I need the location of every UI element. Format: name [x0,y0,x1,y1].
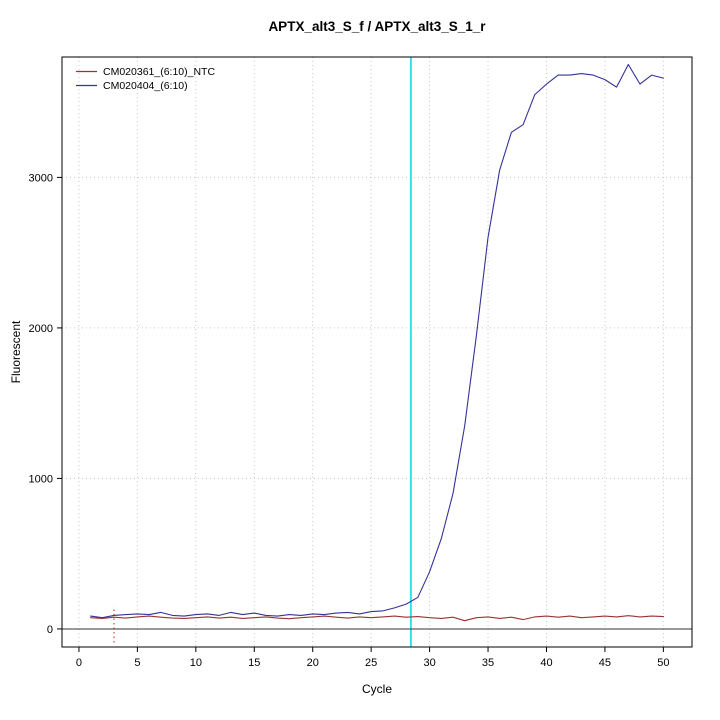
x-tick-label: 30 [423,657,435,669]
y-tick-label: 2000 [29,323,53,335]
x-tick-label: 15 [248,657,260,669]
y-axis-label: Fluorescent [9,320,23,383]
series-line-1 [90,63,664,619]
y-tick-label: 1000 [29,473,53,485]
x-tick-label: 20 [307,657,319,669]
x-axis-label: Cycle [362,682,392,696]
legend-label-sample: CM020404_(6:10) [103,80,188,92]
y-tick-label: 0 [47,624,53,636]
grid-lines [62,57,692,647]
reference-lines [62,57,692,647]
axes: 0 5 10 15 20 25 30 35 40 45 50 0 1000 2000 3000 [29,56,693,669]
series-line-0 [90,615,664,622]
x-tick-label: 5 [134,657,140,669]
x-tick-label: 45 [599,657,611,669]
data-series [90,63,664,622]
x-tick-label: 35 [482,657,494,669]
legend-label-ntc: CM020361_(6:10)_NTC [103,66,215,78]
chart-title: APTX_alt3_S_f / APTX_alt3_S_1_r [268,19,486,34]
legend: CM020361_(6:10)_NTC CM020404_(6:10) [76,66,215,92]
x-tick-label: 25 [365,657,377,669]
y-tick-label: 3000 [29,172,53,184]
x-tick-label: 40 [540,657,552,669]
plot-border [61,56,693,648]
x-tick-label: 0 [76,657,82,669]
x-tick-label: 10 [190,657,202,669]
x-tick-label: 50 [657,657,669,669]
